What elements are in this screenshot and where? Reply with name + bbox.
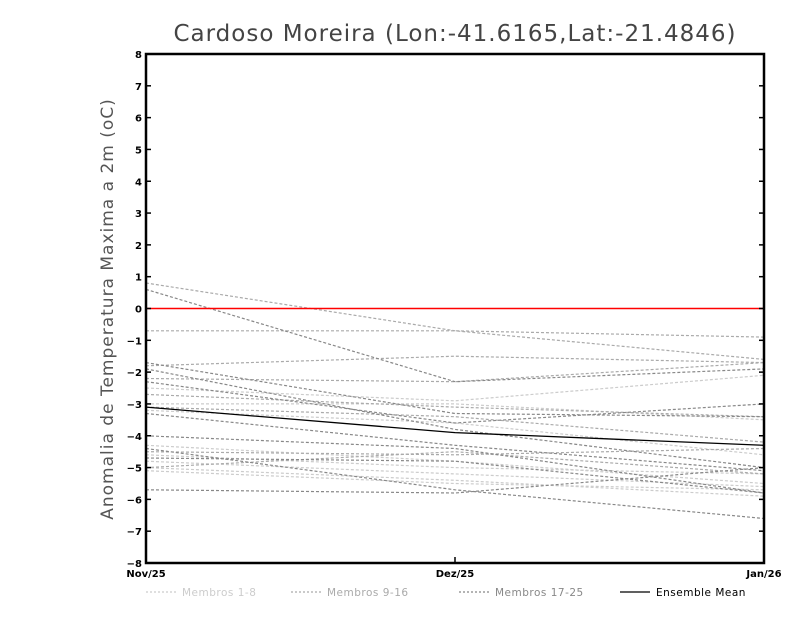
legend-label: Membros 17-25 [495, 587, 584, 599]
member-series-line [145, 288, 765, 383]
member-series-line [145, 454, 765, 475]
series-layer [145, 282, 765, 520]
member-series-line [145, 393, 765, 418]
y-tick-label: 2 [135, 241, 142, 252]
member-series-line [145, 355, 765, 367]
y-tick-label: 1 [135, 273, 142, 284]
y-tick-label: −3 [127, 400, 142, 411]
legend-label: Membros 9-16 [327, 587, 409, 599]
ensemble-mean-line [145, 406, 765, 446]
y-tick-label: −5 [127, 464, 142, 475]
member-series-line [145, 467, 765, 494]
member-series-line [145, 470, 765, 491]
member-series-line [145, 362, 765, 383]
chart-title: Cardoso Moreira (Lon:-41.6165,Lat:-21.48… [173, 21, 736, 47]
y-tick-label: −4 [127, 432, 142, 443]
member-series-line [145, 451, 765, 475]
member-series-line [145, 460, 765, 488]
member-series-line [145, 381, 765, 424]
member-series-line [146, 403, 765, 421]
y-tick-label: 7 [135, 82, 142, 93]
legend: Membros 1-8 Membros 9-16 Membros 17-25 Ense… [146, 587, 746, 599]
x-tick-label: Jan/26 [745, 569, 781, 580]
member-series-line [145, 444, 765, 485]
y-tick-label: −7 [127, 527, 142, 538]
y-tick-label: 5 [135, 145, 142, 156]
member-series-line [145, 412, 765, 472]
y-tick-label: −1 [127, 336, 142, 347]
legend-label: Membros 1-8 [182, 587, 256, 599]
member-series-line [145, 362, 765, 418]
y-tick-label: −2 [127, 368, 142, 379]
x-tick-label: Nov/25 [126, 569, 165, 580]
y-tick-label: 8 [135, 50, 142, 61]
member-series-line [145, 447, 765, 456]
member-series-line [145, 282, 765, 360]
y-tick-label: −6 [127, 495, 142, 506]
x-tick-label: Dez/25 [436, 569, 475, 580]
member-series-line [146, 330, 765, 338]
member-series-line [145, 447, 765, 520]
y-tick-label: 3 [135, 209, 142, 220]
member-series-line [145, 409, 765, 456]
y-tick-label: 6 [135, 114, 142, 125]
y-tick-label: 4 [135, 177, 142, 188]
y-tick-label: 0 [135, 305, 142, 316]
member-series-line [145, 374, 765, 402]
member-series-line [145, 457, 765, 494]
legend-label: Ensemble Mean [656, 587, 746, 599]
y-axis-label: Anomalia de Temperatura Maxima a 2m (oC) [98, 98, 118, 520]
member-series-line [145, 368, 765, 469]
member-series-line [145, 467, 765, 497]
y-tick-label: −8 [127, 559, 142, 570]
member-series-line [145, 406, 765, 443]
member-series-line [145, 435, 765, 494]
